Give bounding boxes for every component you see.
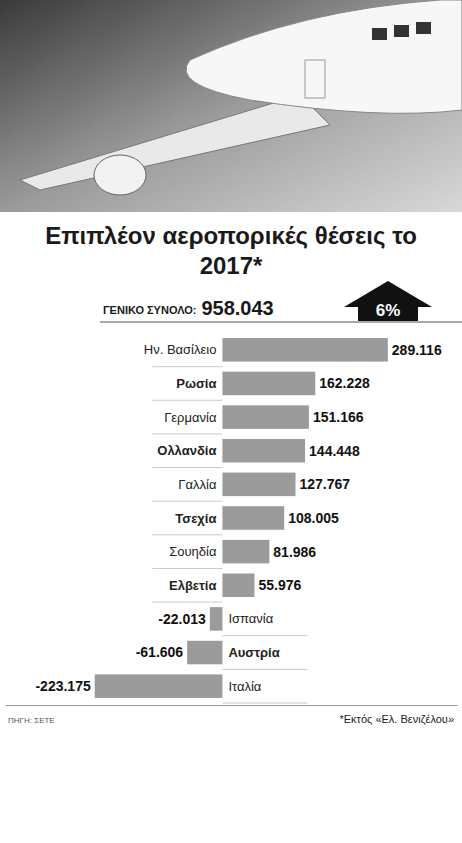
data-label: -22.013 [158, 611, 206, 627]
row-separator [152, 602, 222, 603]
data-label: 144.448 [309, 443, 360, 459]
row-separator [222, 669, 307, 670]
plane-wing [20, 95, 330, 190]
category-label: Ην. Βασίλειο [144, 342, 217, 357]
bar [95, 674, 223, 698]
data-labels: 289.116 162.228 151.166 144.448 127.767 108.0… [35, 342, 441, 694]
data-label: 162.228 [319, 375, 370, 391]
title: Επιπλέον αεροπορικές θέσεις το2017* [45, 222, 417, 279]
category-label: Ιταλία [228, 679, 261, 694]
header-rule [100, 322, 462, 323]
bar [210, 607, 223, 631]
data-label: 127.767 [300, 476, 351, 492]
category-label: Γερμανία [164, 410, 217, 425]
change-label: 6% [376, 301, 401, 320]
x-axis-line [6, 705, 458, 706]
data-label: 289.116 [392, 342, 442, 358]
row-separator [222, 703, 307, 704]
source: ΠΗΓΗ: ΣΕΤΕ [8, 716, 55, 725]
chart: Επιπλέον αεροπορικές θέσεις το2017* ΓΕΝΙΚ… [0, 0, 462, 843]
data-label: 108.005 [288, 510, 339, 526]
plane-body [186, 0, 462, 113]
category-label: Γαλλία [178, 477, 217, 492]
bar [187, 641, 222, 665]
data-label: 55.976 [258, 577, 301, 593]
header-background [0, 0, 462, 212]
bar [222, 372, 315, 396]
row-separator [152, 400, 222, 401]
note: *Εκτός «Ελ. Βενιζέλου» [339, 713, 454, 725]
bar [222, 506, 284, 530]
change-arrow [344, 281, 432, 321]
category-labels: Ην. Βασίλειο Ρωσία Γερμανία Ολλανδία Γαλλία Τ… [144, 342, 280, 693]
category-label: Τσεχία [175, 511, 216, 526]
bar [222, 439, 305, 463]
row-separator [152, 568, 222, 569]
plane-door [305, 60, 325, 98]
row-separator [152, 366, 222, 367]
bar [222, 338, 387, 362]
bar [222, 473, 295, 497]
row-separator [152, 433, 222, 434]
plane-engine [94, 155, 146, 195]
data-label: 81.986 [273, 544, 316, 560]
category-label: Ισπανία [228, 611, 273, 626]
category-label: Σουηδία [169, 544, 217, 559]
row-separator [152, 501, 222, 502]
category-label: Αυστρία [228, 645, 279, 660]
data-label: 151.166 [313, 409, 364, 425]
bar [222, 540, 269, 564]
plane-window [372, 28, 387, 40]
total-label: ΓΕΝΙΚΟ ΣΥΝΟΛΟ: [103, 304, 196, 316]
category-label: Ολλανδία [157, 443, 216, 458]
total-value: 958.043 [201, 297, 273, 319]
plane-window [394, 25, 409, 37]
bar [222, 574, 254, 598]
row-separator [152, 467, 222, 468]
x-axis [6, 705, 458, 706]
data-label: -223.175 [35, 678, 90, 694]
plane-window [416, 22, 431, 34]
bars [95, 338, 388, 698]
data-label: -61.606 [136, 644, 184, 660]
row-separator [222, 635, 307, 636]
category-label: Ρωσία [176, 376, 216, 391]
category-label: Ελβετία [169, 578, 216, 593]
bar [222, 405, 308, 429]
header-image [0, 0, 462, 212]
row-separator [152, 534, 222, 535]
